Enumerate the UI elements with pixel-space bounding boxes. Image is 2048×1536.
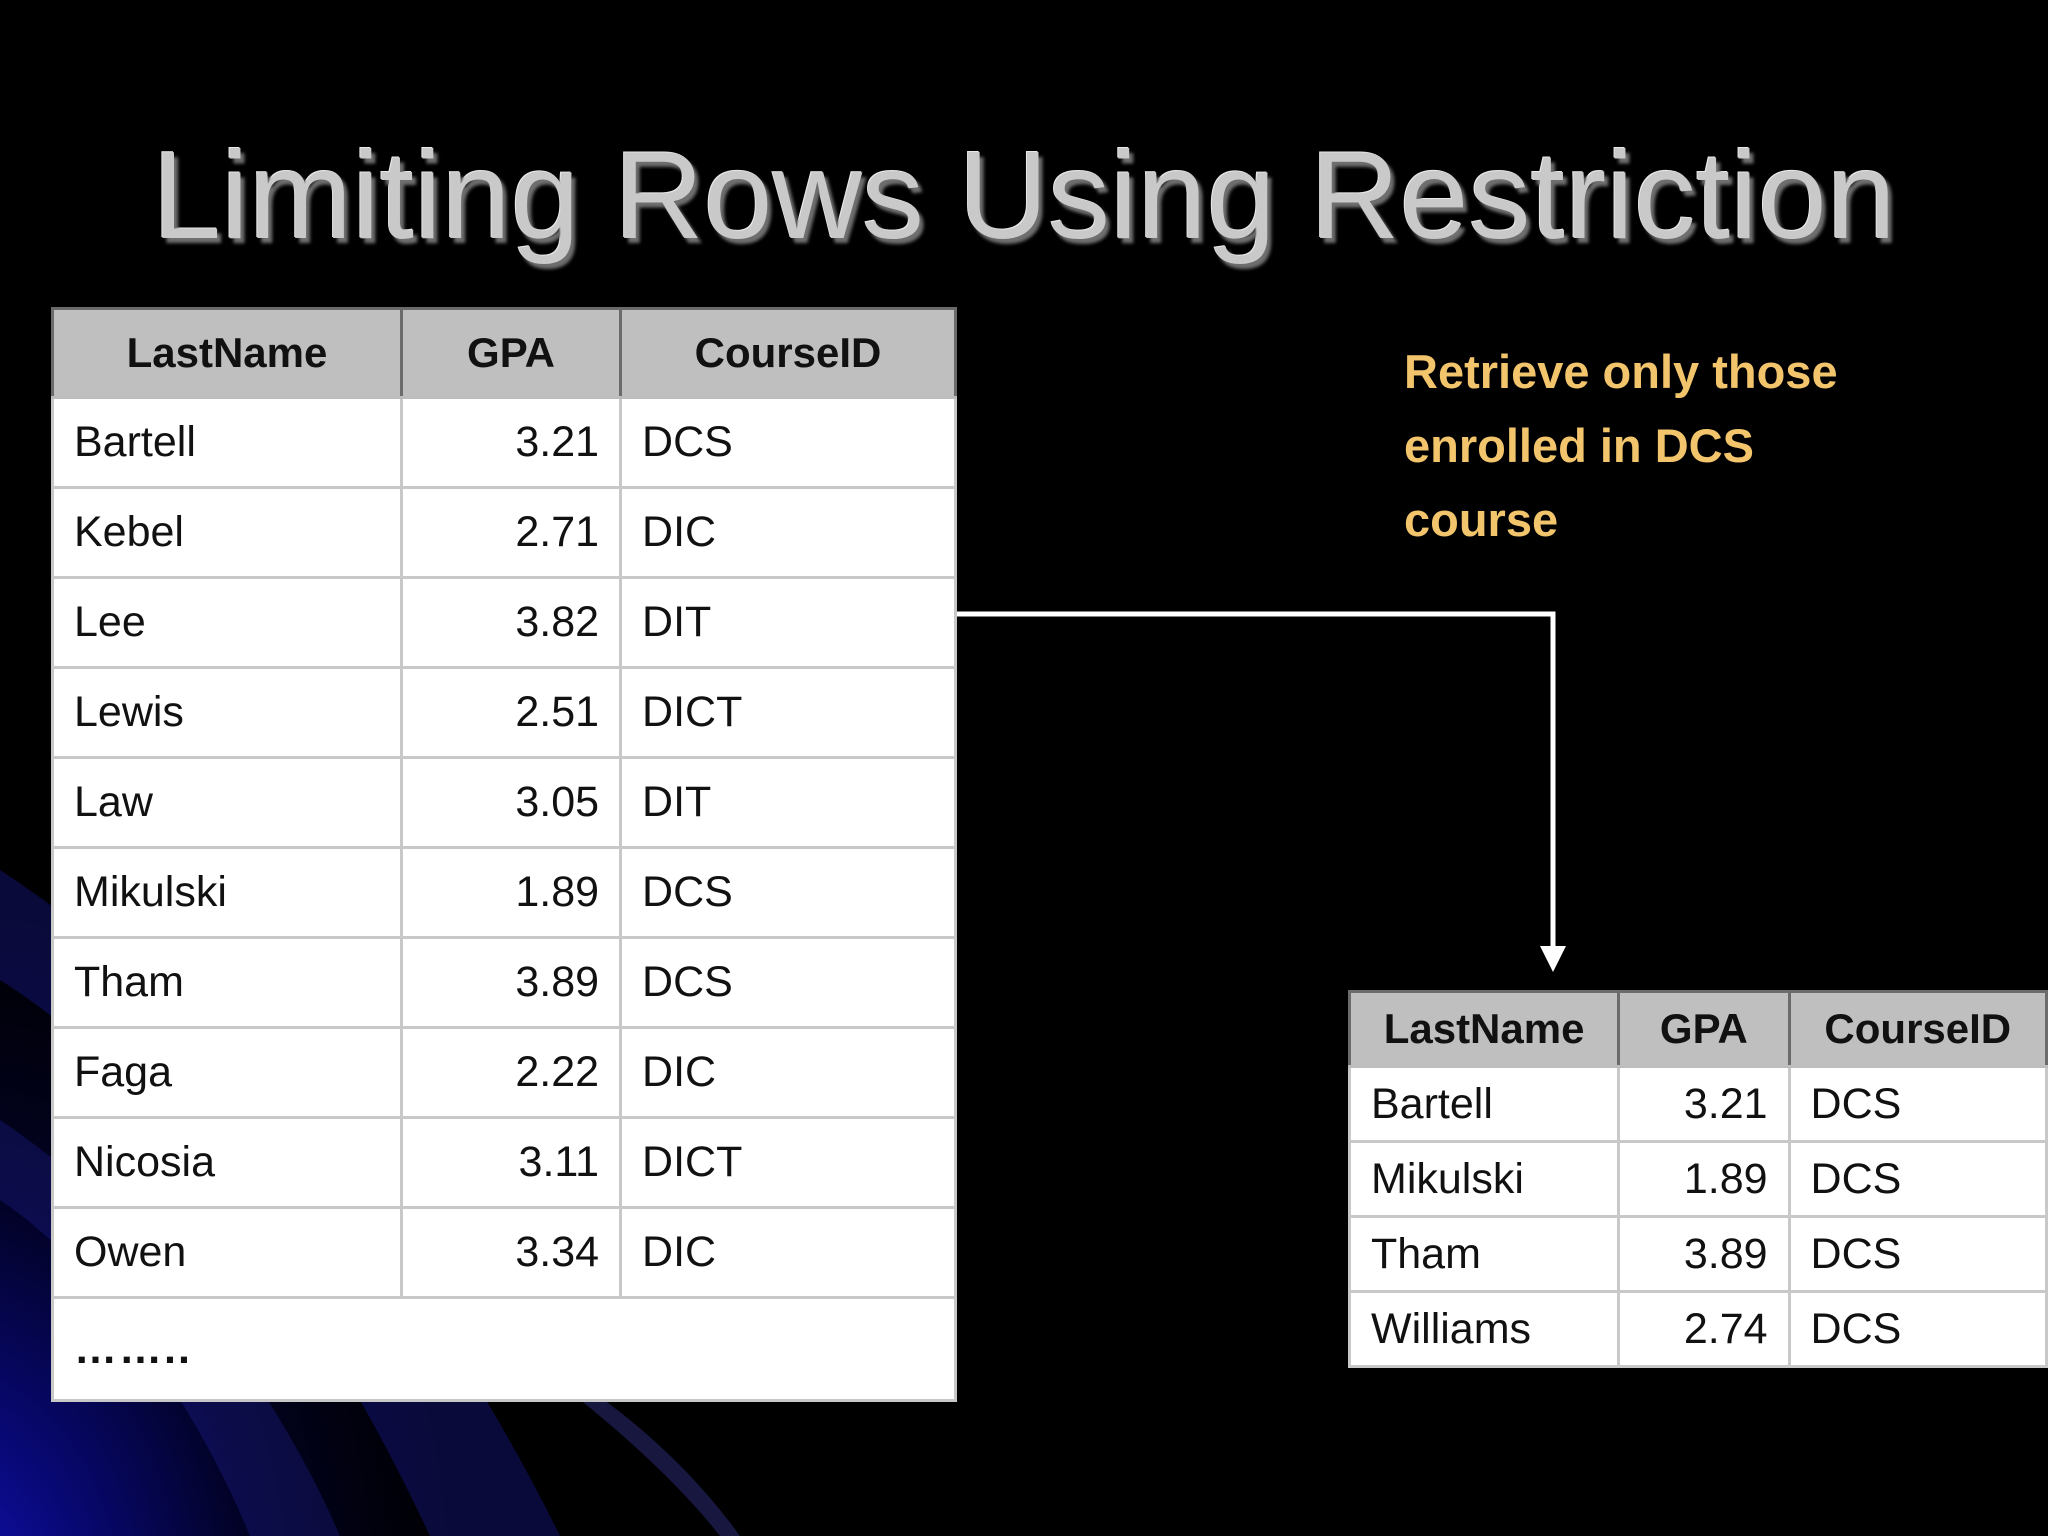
cell-courseid: DCS: [619, 396, 957, 489]
result-header-courseid: CourseID: [1787, 990, 2048, 1068]
cell-lastname: Faga: [51, 1026, 403, 1119]
table-row: Faga 2.22 DIC: [51, 1026, 957, 1119]
cell-courseid: DCS: [619, 846, 957, 939]
table-row: Tham 3.89 DCS: [1347, 1215, 2048, 1293]
cell-gpa: 3.21: [399, 396, 623, 489]
cell-gpa: 3.34: [399, 1206, 623, 1299]
table-row: Lewis 2.51 DICT: [51, 666, 957, 759]
arrow-head: [1540, 946, 1566, 972]
cell-lastname: Mikulski: [51, 846, 403, 939]
table-row: Kebel 2.71 DIC: [51, 486, 957, 579]
source-table: LastName GPA CourseID Bartell 3.21 DCS K…: [51, 307, 957, 1402]
cell-lastname: Kebel: [51, 486, 403, 579]
table-row: Law 3.05 DIT: [51, 756, 957, 849]
cell-courseid: DCS: [1787, 1215, 2048, 1293]
cell-gpa: 3.89: [399, 936, 623, 1029]
table-row: Williams 2.74 DCS: [1347, 1290, 2048, 1368]
cell-courseid: DIC: [619, 1206, 957, 1299]
cell-courseid: DIT: [619, 576, 957, 669]
cell-courseid: DIC: [619, 1026, 957, 1119]
source-header-gpa: GPA: [399, 307, 623, 399]
cell-gpa: 1.89: [399, 846, 623, 939]
cell-courseid: DICT: [619, 666, 957, 759]
cell-lastname: Mikulski: [1347, 1140, 1621, 1218]
result-table: LastName GPA CourseID Bartell 3.21 DCS M…: [1347, 990, 2048, 1368]
cell-lastname: Williams: [1347, 1290, 1621, 1368]
arrow-line: [957, 611, 1556, 950]
cell-courseid: DICT: [619, 1116, 957, 1209]
table-row: Owen 3.34 DIC: [51, 1206, 957, 1299]
cell-courseid: DCS: [1787, 1065, 2048, 1143]
table-row: Nicosia 3.11 DICT: [51, 1116, 957, 1209]
table-row: Tham 3.89 DCS: [51, 936, 957, 1029]
cell-lastname: Nicosia: [51, 1116, 403, 1209]
cell-gpa: 2.51: [399, 666, 623, 759]
cell-courseid: DCS: [619, 936, 957, 1029]
result-header-lastname: LastName: [1347, 990, 1621, 1068]
restriction-note: Retrieve only those enrolled in DCS cour…: [1404, 335, 1964, 557]
source-table-header-row: LastName GPA CourseID: [51, 307, 957, 399]
table-row: Bartell 3.21 DCS: [1347, 1065, 2048, 1143]
note-line: enrolled in DCS: [1404, 419, 1754, 472]
table-row: Mikulski 1.89 DCS: [51, 846, 957, 939]
slide-title: Limiting Rows Using Restriction: [152, 127, 1896, 265]
note-line: Retrieve only those: [1404, 345, 1838, 398]
cell-gpa: 3.11: [399, 1116, 623, 1209]
cell-courseid: DIC: [619, 486, 957, 579]
cell-gpa: 3.82: [399, 576, 623, 669]
cell-gpa: 3.89: [1617, 1215, 1791, 1293]
cell-gpa: 3.21: [1617, 1065, 1791, 1143]
cell-lastname: Lee: [51, 576, 403, 669]
table-row: Lee 3.82 DIT: [51, 576, 957, 669]
cell-gpa: 2.22: [399, 1026, 623, 1119]
source-header-courseid: CourseID: [619, 307, 957, 399]
ellipsis-cell: ……..: [51, 1296, 957, 1402]
table-row: Mikulski 1.89 DCS: [1347, 1140, 2048, 1218]
result-header-gpa: GPA: [1617, 990, 1791, 1068]
cell-gpa: 2.74: [1617, 1290, 1791, 1368]
cell-lastname: Tham: [51, 936, 403, 1029]
cell-lastname: Owen: [51, 1206, 403, 1299]
table-row: Bartell 3.21 DCS: [51, 396, 957, 489]
cell-lastname: Bartell: [51, 396, 403, 489]
cell-gpa: 2.71: [399, 486, 623, 579]
cell-courseid: DCS: [1787, 1140, 2048, 1218]
cell-lastname: Tham: [1347, 1215, 1621, 1293]
table-row-ellipsis: ……..: [51, 1296, 957, 1402]
cell-lastname: Lewis: [51, 666, 403, 759]
cell-courseid: DIT: [619, 756, 957, 849]
result-table-header-row: LastName GPA CourseID: [1347, 990, 2048, 1068]
note-line: course: [1404, 493, 1559, 546]
cell-gpa: 1.89: [1617, 1140, 1791, 1218]
cell-lastname: Bartell: [1347, 1065, 1621, 1143]
cell-lastname: Law: [51, 756, 403, 849]
source-header-lastname: LastName: [51, 307, 403, 399]
cell-gpa: 3.05: [399, 756, 623, 849]
cell-courseid: DCS: [1787, 1290, 2048, 1368]
